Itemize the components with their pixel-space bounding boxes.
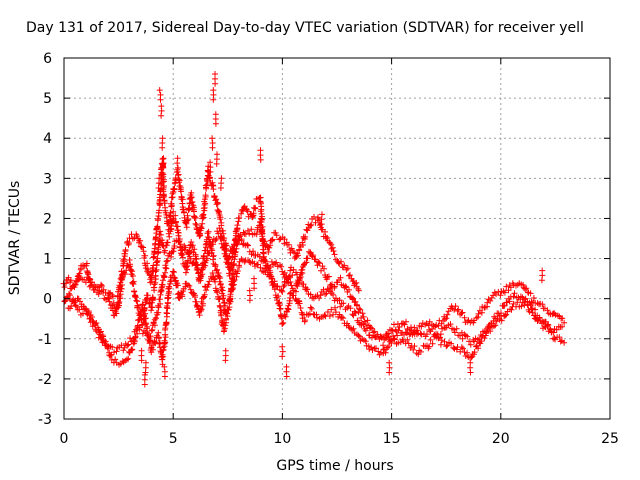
- y-tick-label: -3: [38, 412, 52, 428]
- y-tick-label: 6: [43, 51, 52, 67]
- y-tick-label: 5: [43, 91, 52, 107]
- x-tick-labels: 0 5 10 15 20 25: [60, 431, 619, 447]
- x-tick-label: 0: [60, 431, 69, 447]
- y-tick-label: 4: [43, 131, 52, 147]
- y-tick-label: 0: [43, 292, 52, 308]
- plot-frame: [63, 57, 611, 420]
- y-tick-label: -1: [38, 332, 52, 348]
- y-tick-labels: -3 -2 -1 0 1 2 3 4 5 6: [38, 51, 52, 428]
- x-tick-label: 15: [383, 431, 401, 447]
- axis-ticks: [63, 57, 611, 420]
- y-tick-label: -2: [38, 372, 52, 388]
- x-axis-label: GPS time / hours: [276, 458, 393, 474]
- data-points: [60, 71, 568, 388]
- y-tick-label: 3: [43, 171, 52, 187]
- chart-title: Day 131 of 2017, Sidereal Day-to-day VTE…: [26, 20, 584, 36]
- y-tick-label: 1: [43, 252, 52, 268]
- series-sdtvar-markers: [60, 71, 568, 388]
- x-tick-label: 5: [169, 431, 178, 447]
- x-tick-label: 10: [273, 431, 291, 447]
- x-tick-label: 20: [492, 431, 510, 447]
- x-tick-label: 25: [601, 431, 619, 447]
- y-tick-label: 2: [43, 211, 52, 227]
- y-axis-label: SDTVAR / TECUs: [7, 181, 23, 296]
